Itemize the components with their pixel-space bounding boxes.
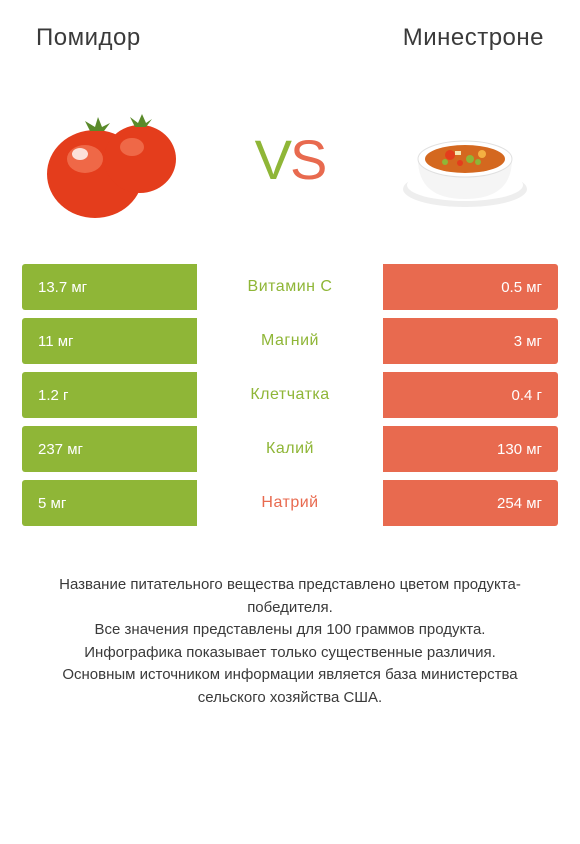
images-row: VS (0, 64, 580, 264)
right-food-title: Минестроне (403, 24, 544, 52)
right-value: 0.4 г (383, 372, 558, 418)
compare-row: 1.2 г Клетчатка 0.4 г (22, 372, 558, 418)
right-value: 3 мг (383, 318, 558, 364)
nutrient-label: Магний (197, 318, 383, 364)
comparison-rows: 13.7 мг Витамин C 0.5 мг 11 мг Магний 3 … (0, 264, 580, 526)
left-value: 237 мг (22, 426, 197, 472)
right-value: 0.5 мг (383, 264, 558, 310)
nutrient-label: Калий (197, 426, 383, 472)
soup-image (390, 84, 540, 234)
vs-label: VS (255, 127, 326, 192)
right-value: 130 мг (383, 426, 558, 472)
vs-v-letter: V (255, 128, 290, 191)
footer-text: Название питательного вещества представл… (0, 534, 580, 729)
footer-line-4: Основным источником информации является … (30, 664, 550, 709)
tomato-image (40, 84, 190, 234)
left-food-title: Помидор (36, 24, 141, 52)
right-value: 254 мг (383, 480, 558, 526)
nutrient-label: Клетчатка (197, 372, 383, 418)
footer-line-3: Инфографика показывает только существенн… (30, 642, 550, 665)
nutrient-label: Витамин C (197, 264, 383, 310)
header: Помидор Минестроне (0, 0, 580, 64)
left-value: 1.2 г (22, 372, 197, 418)
compare-row: 5 мг Натрий 254 мг (22, 480, 558, 526)
nutrient-label: Натрий (197, 480, 383, 526)
vs-s-letter: S (290, 128, 325, 191)
left-value: 13.7 мг (22, 264, 197, 310)
left-value: 11 мг (22, 318, 197, 364)
compare-row: 13.7 мг Витамин C 0.5 мг (22, 264, 558, 310)
footer-line-1: Название питательного вещества представл… (30, 574, 550, 619)
compare-row: 237 мг Калий 130 мг (22, 426, 558, 472)
compare-row: 11 мг Магний 3 мг (22, 318, 558, 364)
left-value: 5 мг (22, 480, 197, 526)
footer-line-2: Все значения представлены для 100 граммо… (30, 619, 550, 642)
